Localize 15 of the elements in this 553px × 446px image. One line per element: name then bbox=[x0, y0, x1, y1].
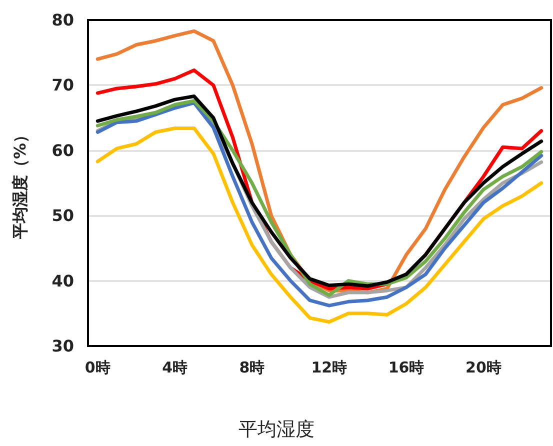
x-tick-label: 12時 bbox=[311, 358, 348, 376]
y-tick-label: 50 bbox=[52, 206, 74, 226]
y-tick-label: 30 bbox=[52, 336, 74, 356]
y-tick-label: 40 bbox=[52, 271, 74, 290]
text: 平均湿度 bbox=[238, 418, 314, 440]
x-tick-label: 20時 bbox=[466, 358, 502, 376]
y-tick-label: 60 bbox=[52, 140, 74, 160]
x-tick-label: 8時 bbox=[239, 358, 265, 376]
x-tick-label: 16時 bbox=[388, 358, 424, 376]
y-axis-title: 平均湿度（%） bbox=[10, 126, 30, 240]
x-tick-label: 0時 bbox=[84, 358, 110, 376]
y-tick-label: 80 bbox=[52, 10, 74, 30]
line-series bbox=[96, 126, 544, 324]
x-tick-label: 4時 bbox=[162, 358, 188, 376]
y-tick-label: 70 bbox=[52, 76, 74, 95]
